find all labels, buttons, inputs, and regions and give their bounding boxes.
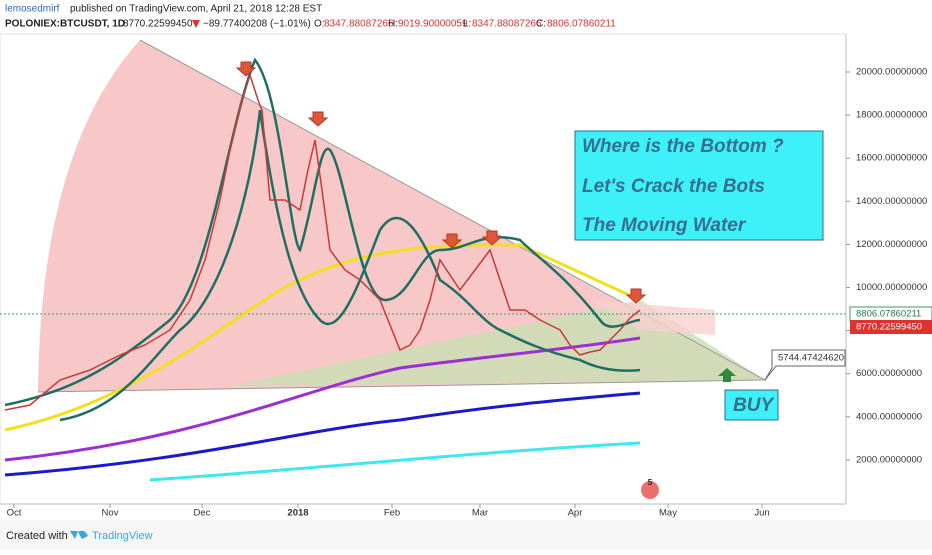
price-tick-label: 18000.00000000 bbox=[856, 110, 927, 121]
close-tag-label: 8806.07860211 bbox=[856, 309, 921, 320]
time-tick-label: Jun bbox=[754, 508, 769, 519]
price-tick-label: 2000.00000000 bbox=[856, 454, 922, 465]
last-price: 8770.22599450 bbox=[123, 19, 193, 30]
last-tag-label: 8770.22599450 bbox=[856, 322, 922, 333]
low: 8347.88087266 bbox=[472, 19, 542, 30]
high-label: H: bbox=[388, 19, 398, 30]
note-line: Let's Crack the Bots bbox=[582, 176, 765, 197]
price-tick-label: 20000.00000000 bbox=[856, 67, 927, 78]
target-label: 5744.47424620 bbox=[778, 353, 844, 364]
buy-box bbox=[724, 389, 779, 421]
price-tick-label: 14000.00000000 bbox=[856, 196, 927, 207]
price-tick-label: 16000.00000000 bbox=[856, 153, 927, 164]
time-tick-label: May bbox=[659, 508, 677, 519]
price-tick-label: 4000.00000000 bbox=[856, 411, 922, 422]
last-tag bbox=[850, 320, 932, 334]
symbol: POLONIEX:BTCUSDT, 1D bbox=[5, 19, 125, 30]
buy-label: BUY bbox=[733, 395, 775, 416]
time-tick-label: 2018 bbox=[287, 508, 308, 519]
price-tick-label: 12000.00000000 bbox=[856, 239, 927, 250]
time-tick-label: Dec bbox=[194, 508, 211, 519]
open-label: O: bbox=[314, 19, 325, 30]
time-tick-label: Nov bbox=[102, 508, 119, 519]
logo bbox=[70, 530, 88, 539]
note-line: Where is the Bottom ? bbox=[582, 136, 784, 157]
note-line: The Moving Water bbox=[582, 215, 747, 236]
time-tick-label: Oct bbox=[7, 508, 22, 519]
close: 8806.07860211 bbox=[547, 19, 616, 30]
price-tick-label: 10000.00000000 bbox=[856, 282, 927, 293]
open: 8347.88087266 bbox=[324, 19, 394, 30]
badge: 5 bbox=[648, 478, 653, 487]
target-callout bbox=[764, 349, 846, 381]
change: −89.77400208 (−1.01%) bbox=[203, 19, 311, 30]
time-tick-label: Feb bbox=[384, 508, 400, 519]
brand[interactable]: TradingView bbox=[92, 530, 153, 542]
high: 9019.90000059 bbox=[398, 19, 468, 30]
note-box bbox=[574, 130, 824, 241]
author[interactable]: lemosedmirf bbox=[5, 4, 60, 15]
published: published on TradingView.com, April 21, … bbox=[70, 4, 322, 15]
created-with: Created with bbox=[6, 530, 68, 542]
time-tick-label: Mar bbox=[472, 508, 488, 519]
low-label: L: bbox=[463, 19, 471, 30]
chart-area bbox=[0, 33, 847, 505]
footer bbox=[0, 520, 932, 550]
time-tick-label: Apr bbox=[568, 508, 583, 519]
close-label: C: bbox=[536, 19, 546, 30]
price-tick-label: 6000.00000000 bbox=[856, 368, 922, 379]
down-arrow bbox=[192, 20, 200, 28]
